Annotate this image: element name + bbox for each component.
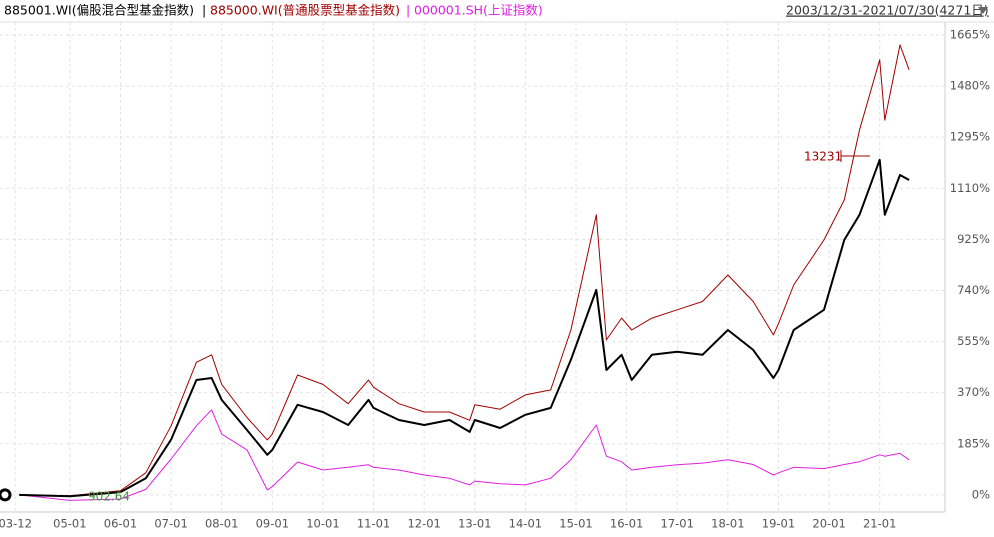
legend-entry: 885000.WI(普通股票型基金指数) xyxy=(210,3,400,18)
x-tick-label: 12-01 xyxy=(407,517,440,531)
x-tick-label: 18-01 xyxy=(711,517,744,531)
x-tick-label: 07-01 xyxy=(154,517,187,531)
date-range[interactable]: 2003/12/31-2021/07/30(4271日) xyxy=(786,3,989,18)
x-tick-label: 13-01 xyxy=(458,517,491,531)
x-tick-label: 10-01 xyxy=(306,517,339,531)
y-tick-label: 1665% xyxy=(950,27,990,41)
x-tick-label: 09-01 xyxy=(256,517,289,531)
dropdown-arrow[interactable] xyxy=(978,7,988,14)
x-tick-label: 06-01 xyxy=(104,517,137,531)
legend-separator: | xyxy=(406,3,410,18)
x-tick-label: 19-01 xyxy=(762,517,795,531)
x-tick-label: 14-01 xyxy=(509,517,542,531)
x-tick-label: 16-01 xyxy=(610,517,643,531)
series-line xyxy=(19,409,910,501)
x-tick-label: 08-01 xyxy=(205,517,238,531)
x-tick-label: 15-01 xyxy=(559,517,592,531)
y-tick-label: 925% xyxy=(957,232,990,246)
x-tick-label: 17-01 xyxy=(661,517,694,531)
y-tick-label: 1295% xyxy=(950,130,990,144)
x-tick-label: 20-01 xyxy=(812,517,845,531)
series-line xyxy=(19,158,910,498)
y-tick-label: 1480% xyxy=(950,79,990,93)
annotation: 13231 xyxy=(804,150,842,164)
x-tick-label: 11-01 xyxy=(357,517,390,531)
legend-entry: 885001.WI(偏股混合型基金指数) xyxy=(4,3,194,18)
y-tick-label: 740% xyxy=(957,283,990,297)
x-tick-label: 03-12 xyxy=(0,517,32,531)
y-tick-label: 555% xyxy=(957,334,990,348)
legend-entry: 000001.SH(上证指数) xyxy=(414,3,543,18)
annotation-bracket xyxy=(840,150,870,162)
x-tick-label: 21-01 xyxy=(863,517,896,531)
start-marker xyxy=(0,488,12,502)
y-tick-label: 370% xyxy=(957,385,990,399)
y-tick-label: 185% xyxy=(957,436,990,450)
series-line xyxy=(19,44,910,497)
y-tick-label: 0% xyxy=(972,487,990,501)
x-tick-label: 05-01 xyxy=(53,517,86,531)
legend-separator: | xyxy=(202,3,206,18)
y-tick-label: 1110% xyxy=(950,181,990,195)
annotation: 902.64 xyxy=(88,490,130,504)
